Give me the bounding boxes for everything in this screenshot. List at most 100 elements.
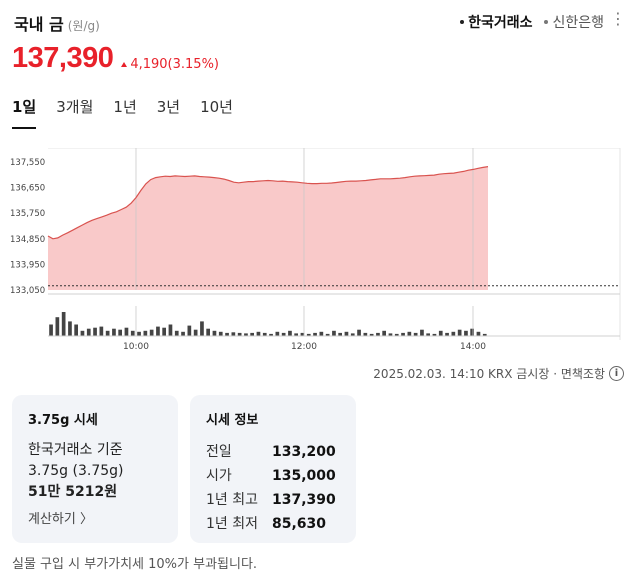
volume-bar <box>357 329 361 336</box>
volume-bar <box>438 330 443 336</box>
header: 국내 금 (원/g) 한국거래소 신한은행 ⋮ <box>14 8 626 36</box>
volume-bar <box>181 331 185 336</box>
volume-bar <box>49 324 53 336</box>
period-tabs: 1일 3개월 1년 3년 10년 <box>12 96 233 129</box>
x-tick-label: 12:00 <box>291 342 317 352</box>
volume-bar <box>376 332 380 336</box>
volume-bar <box>74 324 78 336</box>
info-row-low: 1년 최저 85,630 <box>206 512 340 536</box>
volume-bar <box>156 326 160 336</box>
weight-label: 3.75g (3.75g) <box>28 463 124 479</box>
volume-bar <box>137 331 141 336</box>
source-krx[interactable]: 한국거래소 <box>460 12 532 32</box>
volume-bar <box>55 317 60 336</box>
info-icon[interactable]: i <box>609 366 624 381</box>
volume-bar <box>86 328 91 336</box>
price-info-card: 시세 정보 전일 133,200 시가 135,000 1년 최고 137,39… <box>190 395 356 543</box>
volume-bar <box>413 332 418 336</box>
volume-bar <box>256 331 261 336</box>
volume-bar <box>401 332 405 336</box>
volume-bar <box>470 328 474 336</box>
volume-bar <box>200 321 204 336</box>
volume-bar <box>464 330 468 336</box>
info-key: 1년 최고 <box>206 492 258 508</box>
current-price: 137,390 <box>12 42 114 74</box>
volume-bar <box>174 330 179 336</box>
volume-bar <box>388 333 393 336</box>
tab-1d[interactable]: 1일 <box>12 96 37 129</box>
volume-bar <box>426 333 430 336</box>
volume-bar <box>482 333 487 336</box>
title-text: 국내 금 <box>14 15 64 34</box>
volume-bar <box>262 332 267 336</box>
volume-bar <box>99 326 104 336</box>
volume-bar <box>118 329 122 336</box>
volume-bar <box>281 332 286 336</box>
info-row-open: 시가 135,000 <box>206 464 340 488</box>
tab-3m[interactable]: 3개월 <box>56 98 94 116</box>
bullet-icon <box>544 20 549 24</box>
change-percent: (3.15%) <box>167 57 219 72</box>
price-change: 4,190 (3.15%) <box>121 57 219 72</box>
price-row: 137,390 4,190 (3.15%) <box>12 42 219 75</box>
tab-1y[interactable]: 1년 <box>113 98 137 116</box>
info-value: 85,630 <box>272 516 327 532</box>
volume-bar <box>130 330 135 336</box>
calculate-link[interactable]: 계산하기 〉 <box>28 512 93 527</box>
volume-bar <box>112 328 116 336</box>
info-row-prev: 전일 133,200 <box>206 440 340 464</box>
volume-bar <box>187 325 192 336</box>
source-shinhan[interactable]: 신한은행 <box>544 12 604 32</box>
volume-bar <box>294 333 298 336</box>
gram-price-value: 51만 5212원 <box>28 484 118 500</box>
info-key: 전일 <box>206 444 232 460</box>
source-selector: 한국거래소 신한은행 <box>460 12 604 32</box>
volume-bar <box>250 332 254 336</box>
source-krx-label: 한국거래소 <box>468 15 533 31</box>
volume-bar <box>244 333 248 336</box>
volume-bar <box>382 330 386 336</box>
volume-bar <box>350 333 355 336</box>
volume-bar <box>288 330 292 336</box>
volume-bar <box>394 333 399 336</box>
x-tick-label: 14:00 <box>460 342 486 352</box>
tab-3y[interactable]: 3년 <box>156 98 181 116</box>
volume-bar <box>231 332 236 336</box>
up-triangle-icon <box>121 62 128 67</box>
info-value: 135,000 <box>272 468 336 484</box>
volume-bar <box>61 312 66 336</box>
change-amount: 4,190 <box>130 57 168 72</box>
volume-bar <box>344 331 349 336</box>
volume-bar <box>300 332 305 336</box>
info-key: 시가 <box>206 468 232 484</box>
volume-bar <box>105 330 110 336</box>
y-tick-label: 136,650 <box>10 184 45 194</box>
tab-10y[interactable]: 10년 <box>200 98 233 116</box>
page-title: 국내 금 (원/g) <box>14 11 100 35</box>
volume-bar <box>218 331 223 336</box>
volume-bar <box>168 324 173 336</box>
vertical-dots-icon[interactable]: ⋮ <box>610 9 626 28</box>
volume-bar <box>225 332 229 336</box>
volume-bar <box>269 333 273 336</box>
volume-bar <box>206 328 210 336</box>
timestamp-text: 2025.02.03. 14:10 KRX 금시장 · 면책조항 <box>373 367 605 381</box>
volume-bar <box>313 332 317 336</box>
volume-bar <box>457 329 462 336</box>
info-row-high: 1년 최고 137,390 <box>206 488 340 512</box>
volume-bar <box>275 331 280 336</box>
volume-bar <box>93 327 97 336</box>
volume-bar <box>325 333 330 336</box>
x-tick-label: 10:00 <box>123 342 149 352</box>
volume-bar <box>162 327 166 336</box>
volume-bar <box>193 329 198 336</box>
volume-bar <box>306 333 311 336</box>
price-chart[interactable]: 137,550 136,650 135,750 134,850 133,950 133,0… <box>8 148 628 358</box>
y-tick-label: 137,550 <box>10 158 45 168</box>
volume-bar <box>407 331 412 336</box>
volume-bar <box>332 330 336 336</box>
info-value: 137,390 <box>272 492 336 508</box>
volume-bar <box>476 331 481 336</box>
price-area <box>48 166 488 290</box>
volume-bar <box>445 332 449 336</box>
